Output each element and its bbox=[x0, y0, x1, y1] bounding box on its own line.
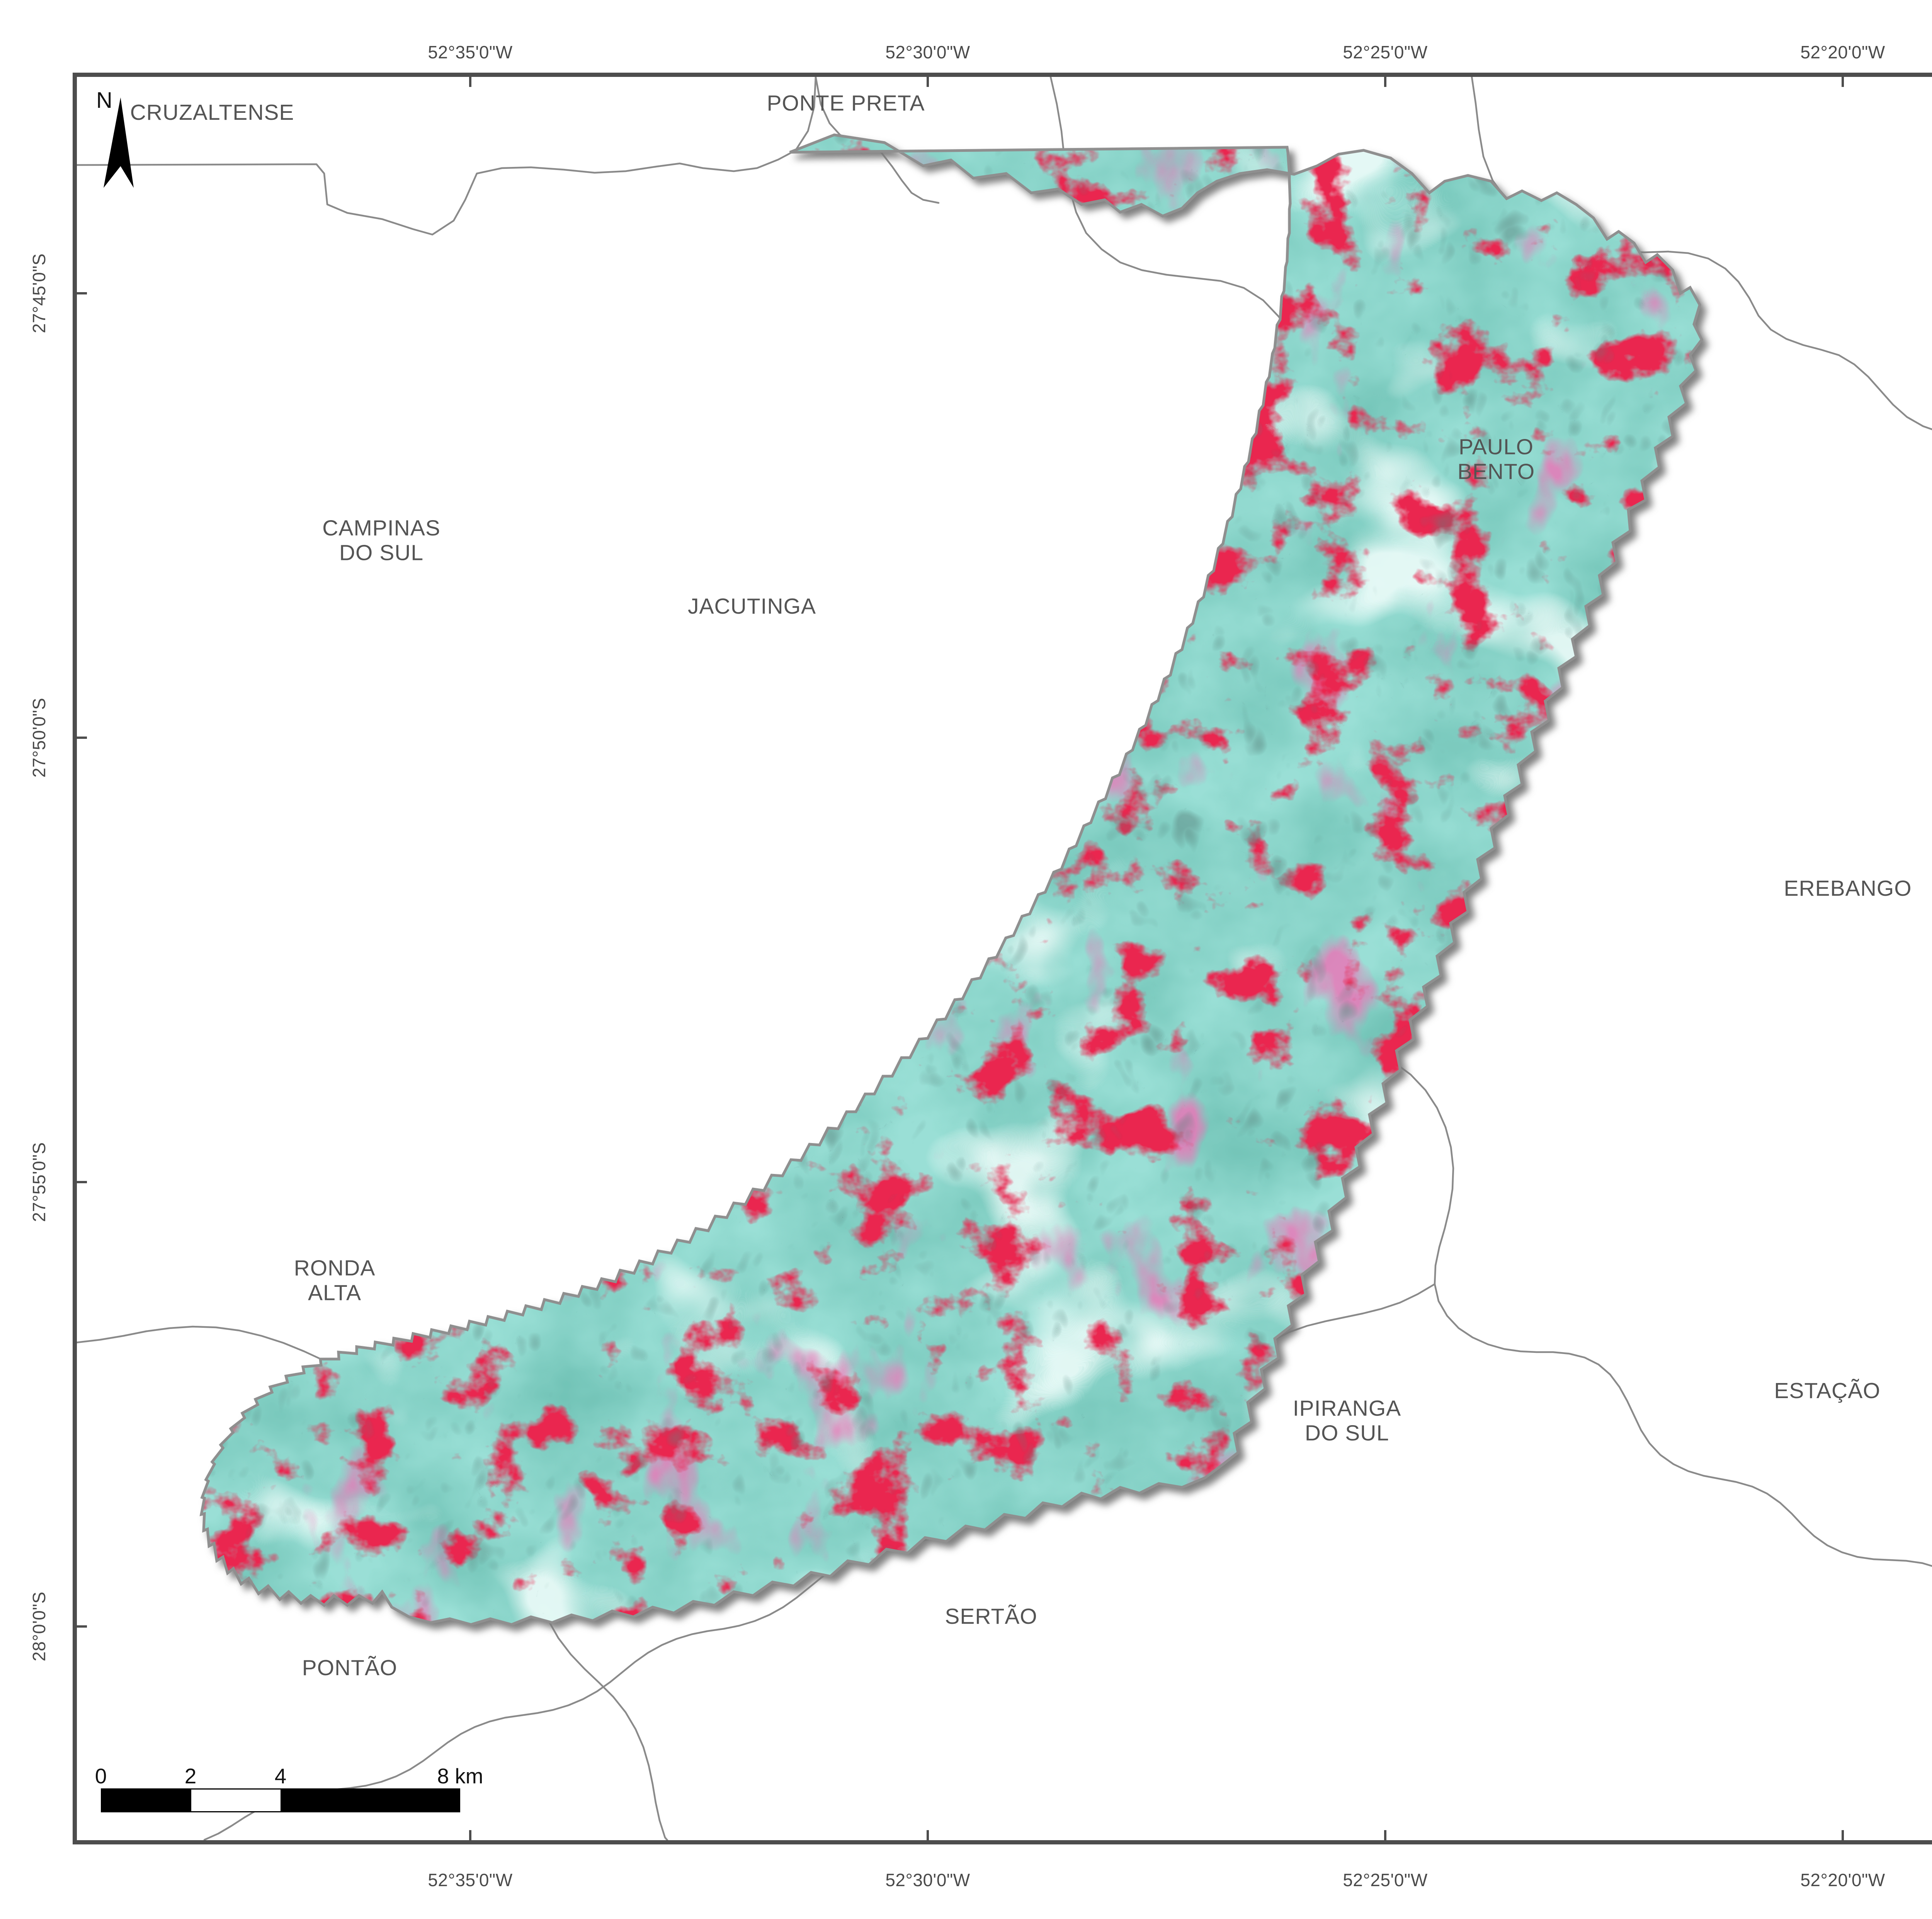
graticule-tick bbox=[927, 77, 929, 87]
graticule-label-bottom: 52°20'0"W bbox=[1800, 1870, 1885, 1890]
graticule-tick bbox=[1384, 77, 1386, 87]
map-graphics bbox=[77, 77, 1932, 1840]
north-arrow-label: N bbox=[96, 88, 112, 113]
graticule-tick bbox=[927, 1830, 929, 1840]
scale-tick-4: 4 bbox=[274, 1764, 287, 1788]
graticule-tick bbox=[469, 77, 471, 87]
graticule-label-left: 28°0'0"S bbox=[29, 1591, 49, 1662]
graticule-tick bbox=[77, 292, 87, 294]
graticule-tick bbox=[1842, 77, 1844, 87]
graticule-label-left: 27°55'0"S bbox=[29, 1142, 49, 1222]
graticule-label-bottom: 52°30'0"W bbox=[885, 1870, 970, 1890]
north-arrow-icon bbox=[104, 97, 134, 188]
scale-seg-3 bbox=[281, 1790, 459, 1811]
scale-seg-2 bbox=[191, 1790, 281, 1811]
place-label: CAMPINAS DO SUL bbox=[322, 515, 440, 565]
place-label: JACUTINGA bbox=[687, 594, 816, 619]
north-arrow: N bbox=[96, 88, 160, 195]
place-label: PONTÃO bbox=[302, 1655, 398, 1680]
graticule-tick bbox=[77, 737, 87, 739]
place-label: SERTÃO bbox=[945, 1604, 1037, 1629]
graticule-label-top: 52°20'0"W bbox=[1800, 42, 1885, 62]
scale-tick-0: 0 bbox=[95, 1764, 107, 1788]
graticule-tick bbox=[77, 1625, 87, 1628]
scale-bar-ticks: 0 2 4 8 km bbox=[95, 1764, 487, 1788]
scale-bar-body bbox=[101, 1788, 460, 1812]
place-label: EREBANGO bbox=[1784, 876, 1912, 901]
place-label: PAULO BENTO bbox=[1457, 434, 1535, 484]
graticule-tick bbox=[1384, 1830, 1386, 1840]
place-label: IPIRANGA DO SUL bbox=[1293, 1396, 1401, 1446]
graticule-label-bottom: 52°25'0"W bbox=[1343, 1870, 1428, 1890]
scale-tick-8: 8 km bbox=[437, 1764, 483, 1788]
place-label: CRUZALTENSE bbox=[130, 100, 294, 125]
graticule-label-top: 52°30'0"W bbox=[885, 42, 970, 62]
scale-bar: 0 2 4 8 km bbox=[95, 1764, 487, 1812]
graticule-tick bbox=[77, 1181, 87, 1183]
municipality-raster bbox=[199, 133, 1704, 1626]
graticule-label-top: 52°35'0"W bbox=[428, 42, 513, 62]
place-label: PONTE PRETA bbox=[767, 90, 925, 116]
graticule-label-left: 27°45'0"S bbox=[29, 253, 49, 333]
graticule-label-left: 27°50'0"S bbox=[29, 698, 49, 778]
graticule-tick bbox=[469, 1830, 471, 1840]
place-label: ESTAÇÃO bbox=[1774, 1378, 1881, 1403]
place-label: RONDA ALTA bbox=[294, 1256, 376, 1305]
scale-tick-2: 2 bbox=[184, 1764, 197, 1788]
graticule-tick bbox=[1842, 1830, 1844, 1840]
graticule-label-bottom: 52°35'0"W bbox=[428, 1870, 513, 1890]
scale-seg-1 bbox=[102, 1790, 191, 1811]
graticule-label-top: 52°25'0"W bbox=[1343, 42, 1428, 62]
